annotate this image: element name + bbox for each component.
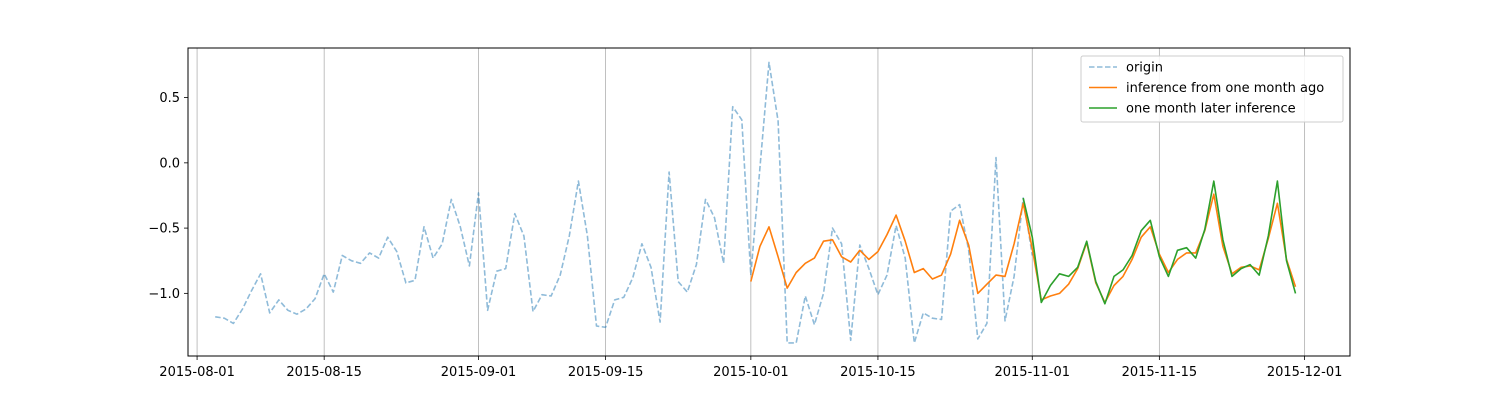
series-lines xyxy=(215,61,1297,344)
x-axis: 2015-08-01 2015-08-15 2015-09-01 2015-09-15… xyxy=(159,356,1342,380)
series-line-1 xyxy=(215,61,1034,344)
x-tick-label: 2015-11-15 xyxy=(1122,365,1198,380)
x-tick-label: 2015-11-01 xyxy=(994,365,1070,380)
legend-label-2: inference from one month ago xyxy=(1126,81,1324,96)
x-tick-label: 2015-10-01 xyxy=(713,365,789,380)
y-tick-label: −1.0 xyxy=(148,287,180,302)
x-tick-label: 2015-09-15 xyxy=(568,365,644,380)
series-line-3 xyxy=(1022,180,1297,305)
legend-label-1: origin xyxy=(1126,61,1163,76)
x-tick-label: 2015-12-01 xyxy=(1267,365,1343,380)
x-tick-label: 2015-10-15 xyxy=(840,365,916,380)
legend: origin inference from one month ago one mo… xyxy=(1080,55,1344,123)
y-tick-label: 0.5 xyxy=(159,91,180,106)
x-tick-label: 2015-08-15 xyxy=(286,365,362,380)
x-tick-label: 2015-09-01 xyxy=(441,365,517,380)
plot-frame xyxy=(187,47,1351,357)
x-tick-label: 2015-08-01 xyxy=(159,365,235,380)
y-tick-label: −0.5 xyxy=(148,222,180,237)
legend-box xyxy=(1080,55,1344,123)
legend-label-3: one month later inference xyxy=(1126,102,1296,117)
y-axis: 0.5 0.0 −0.5 −1.0 xyxy=(148,91,188,302)
y-tick-label: 0.0 xyxy=(159,156,180,171)
